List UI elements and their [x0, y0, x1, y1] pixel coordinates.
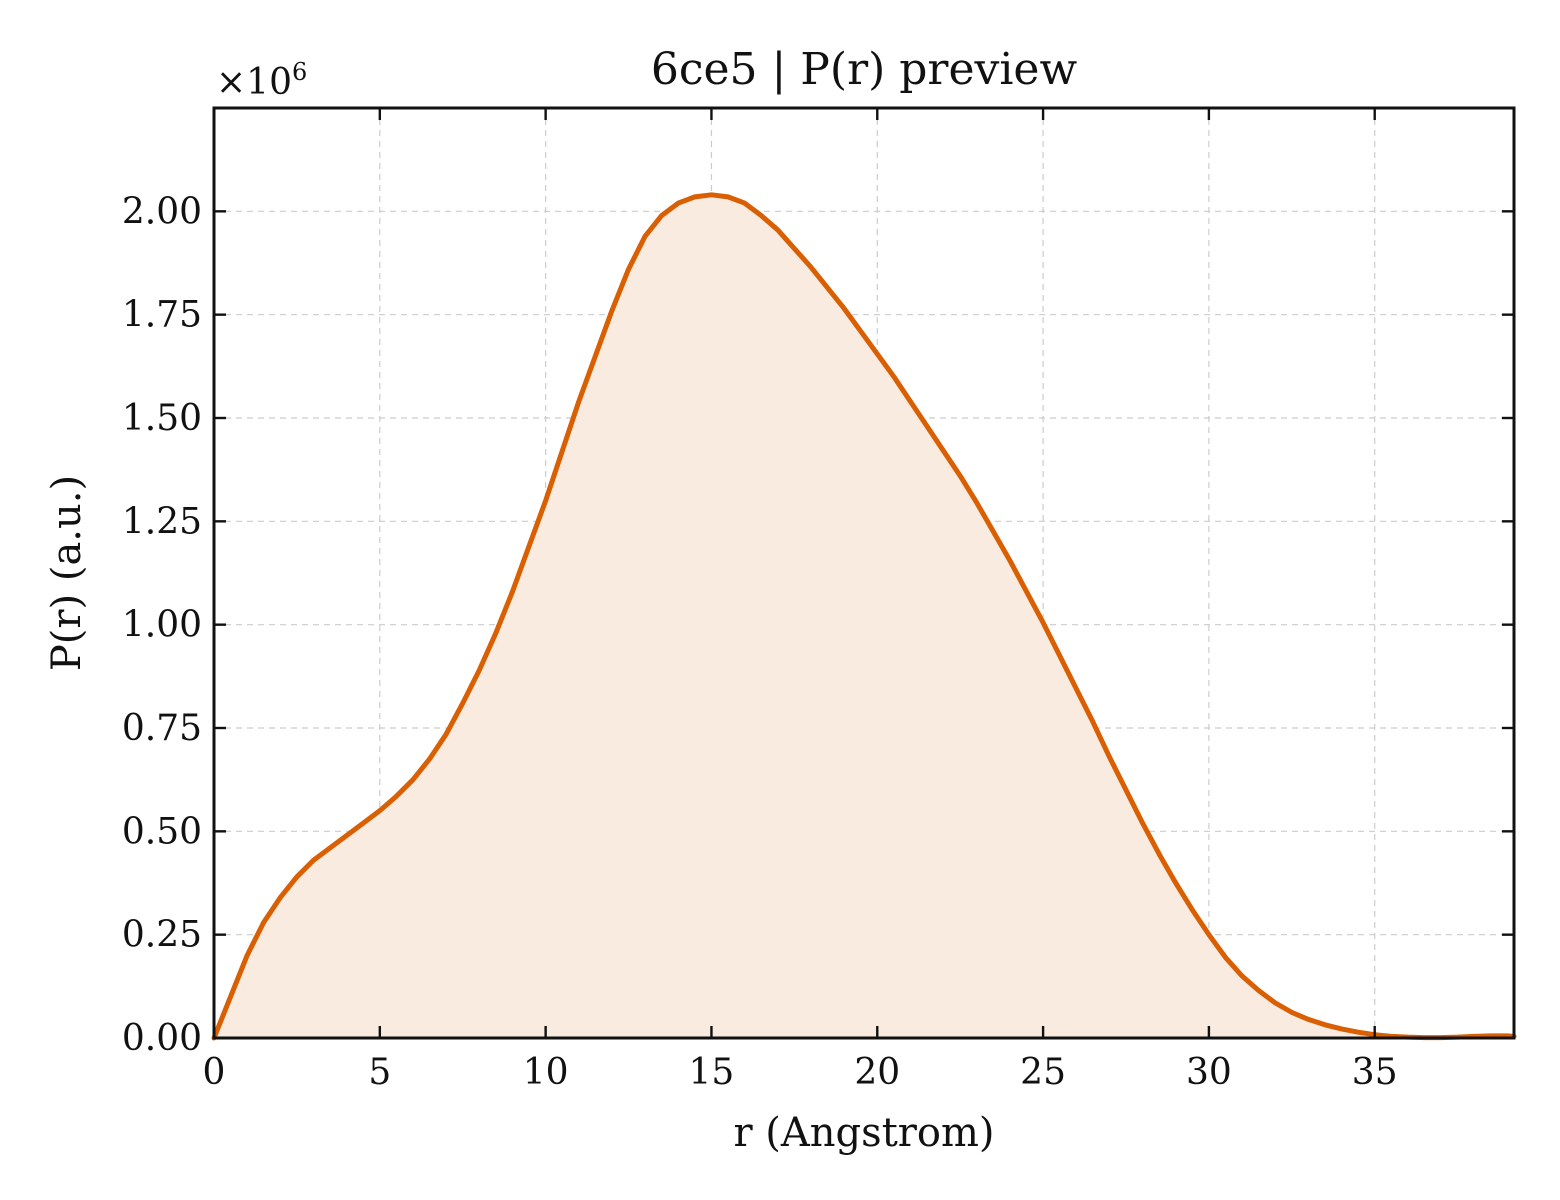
chart-title: 6ce5 | P(r) preview	[651, 44, 1078, 95]
y-tick-label: 1.75	[122, 295, 202, 336]
x-tick-label: 35	[1352, 1052, 1398, 1093]
x-tick-label: 25	[1020, 1052, 1066, 1093]
y-tick-label: 2.00	[122, 191, 202, 232]
y-tick-label: 1.00	[122, 605, 202, 646]
y-axis-multiplier-base: ×10	[216, 62, 292, 103]
y-axis-multiplier: ×106	[216, 58, 307, 103]
area-fill	[214, 194, 1514, 1039]
y-tick-label: 0.50	[122, 811, 202, 852]
y-tick-label: 0.25	[122, 915, 202, 956]
y-tick-label: 0.00	[122, 1018, 202, 1059]
x-tick-label: 10	[523, 1052, 569, 1093]
x-tick-label: 5	[368, 1052, 391, 1093]
axis-ticks: 0 5 10 15 20 25 30 35 0.00 0.25 0.50 0.75 1.00 1.25 1.…	[122, 108, 1514, 1093]
x-tick-label: 30	[1186, 1052, 1232, 1093]
plot-frame	[212, 106, 1516, 1040]
x-tick-label: 20	[854, 1052, 900, 1093]
x-axis-label: r (Angstrom)	[733, 1110, 994, 1156]
y-axis-label: P(r) (a.u.)	[44, 475, 90, 671]
y-axis-multiplier-exponent: 6	[292, 58, 307, 86]
series-line	[211, 192, 1517, 1041]
y-tick-label: 0.75	[122, 708, 202, 749]
y-tick-label: 1.50	[122, 398, 202, 439]
x-tick-label: 15	[689, 1052, 735, 1093]
y-tick-label: 1.25	[122, 501, 202, 542]
x-tick-label: 0	[203, 1052, 226, 1093]
plot-area	[211, 192, 1517, 1041]
